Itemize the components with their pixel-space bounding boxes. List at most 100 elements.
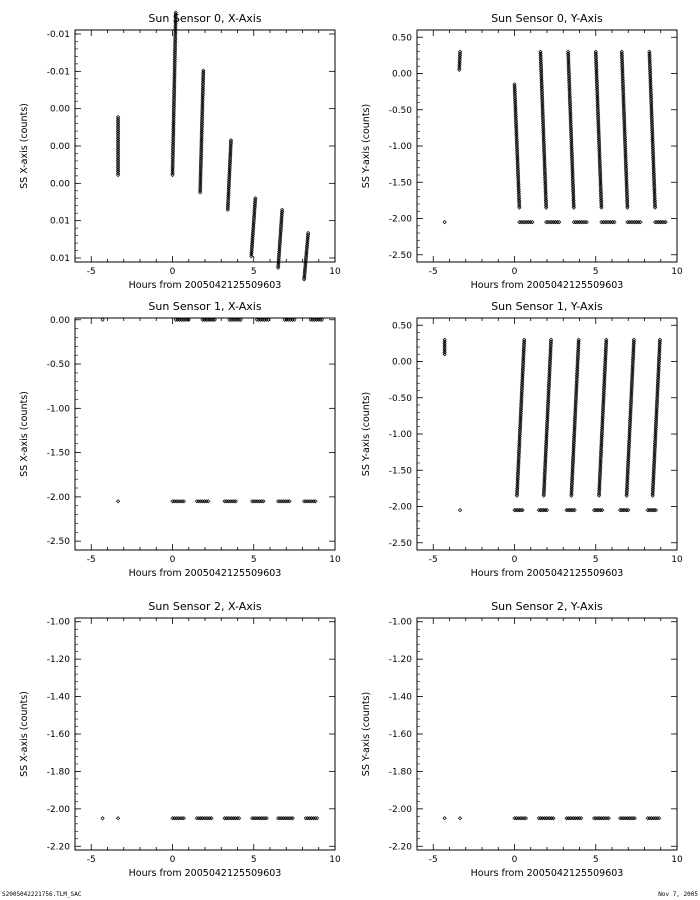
data-point — [648, 92, 654, 97]
data-point — [624, 187, 629, 192]
data-point — [569, 486, 574, 491]
y-tick-label: -1.00 — [389, 142, 413, 152]
data-point — [567, 78, 572, 83]
data-point — [567, 81, 572, 87]
data-point — [518, 425, 523, 430]
data-point — [546, 394, 551, 400]
data-point — [620, 60, 625, 65]
data-point — [622, 133, 627, 139]
data-point — [567, 96, 572, 101]
data-point — [304, 254, 309, 259]
data-point — [598, 455, 603, 461]
data-point — [172, 89, 177, 95]
x-axis-label: Hours from 2005042125509603 — [129, 868, 282, 879]
x-axis-label: Hours from 2005042125509603 — [471, 868, 624, 879]
data-point — [597, 167, 603, 173]
data-point — [173, 28, 178, 33]
data-point — [628, 407, 633, 412]
data-point — [172, 44, 178, 49]
data-point — [626, 457, 631, 462]
data-point — [543, 450, 548, 455]
data-point — [237, 816, 242, 821]
data-point — [623, 157, 628, 162]
data-point — [199, 132, 204, 138]
data-point — [542, 153, 547, 158]
data-point — [650, 144, 655, 149]
data-point — [631, 350, 636, 355]
data-point — [539, 78, 544, 83]
data-point — [570, 171, 575, 176]
data-point — [548, 343, 553, 348]
data-series-segment — [254, 317, 271, 322]
data-point — [542, 162, 547, 167]
data-point — [647, 508, 652, 513]
data-point — [199, 122, 205, 127]
data-marks — [100, 816, 320, 821]
data-point — [652, 441, 658, 446]
data-point — [603, 351, 608, 357]
data-point — [598, 463, 603, 468]
data-point — [596, 508, 602, 513]
data-point — [520, 368, 525, 373]
data-point — [171, 102, 177, 107]
data-point — [652, 446, 657, 452]
data-point — [568, 124, 573, 130]
data-point — [652, 205, 658, 210]
data-point — [545, 402, 551, 407]
data-point — [572, 427, 577, 432]
data-point — [622, 137, 628, 142]
data-point — [516, 189, 521, 194]
data-point — [597, 151, 602, 156]
data-point — [623, 151, 628, 156]
data-point — [650, 126, 655, 131]
data-point — [515, 508, 520, 513]
data-point — [540, 114, 545, 119]
data-point — [547, 362, 552, 367]
data-point — [515, 151, 520, 157]
data-point — [572, 425, 577, 430]
data-series-segment — [302, 230, 311, 282]
data-point — [199, 124, 204, 129]
data-point — [518, 405, 524, 410]
data-point — [206, 499, 211, 504]
data-point — [620, 65, 625, 70]
data-point — [620, 78, 625, 83]
data-series-segment — [512, 508, 525, 513]
data-point — [584, 220, 589, 225]
data-point — [515, 153, 520, 158]
data-point — [595, 112, 601, 117]
data-point — [115, 118, 121, 123]
data-point — [115, 158, 121, 163]
data-point — [252, 203, 257, 208]
x-axis-label: Hours from 2005042125509603 — [129, 280, 282, 291]
data-point — [573, 400, 578, 405]
data-point — [171, 116, 176, 122]
plot-frame — [74, 29, 336, 263]
data-point — [628, 405, 633, 410]
data-point — [538, 65, 544, 70]
data-point — [647, 51, 652, 56]
data-point — [625, 475, 630, 480]
data-point — [596, 124, 601, 130]
data-point — [173, 19, 178, 24]
data-point — [280, 207, 285, 212]
data-point — [515, 482, 520, 487]
data-point — [546, 389, 551, 394]
data-point — [599, 439, 604, 444]
data-point — [568, 112, 573, 117]
data-point — [566, 65, 571, 70]
data-point — [574, 387, 579, 393]
x-tick-label: 0 — [512, 555, 518, 565]
data-point — [277, 247, 282, 252]
data-point — [543, 191, 548, 196]
data-point — [292, 317, 297, 322]
data-point — [227, 166, 232, 171]
y-tick-label: -1.00 — [389, 618, 413, 628]
data-point — [199, 136, 204, 141]
data-point — [595, 98, 600, 103]
data-point — [172, 71, 177, 77]
data-point — [649, 103, 654, 108]
data-point — [625, 473, 630, 479]
data-point — [571, 445, 576, 450]
